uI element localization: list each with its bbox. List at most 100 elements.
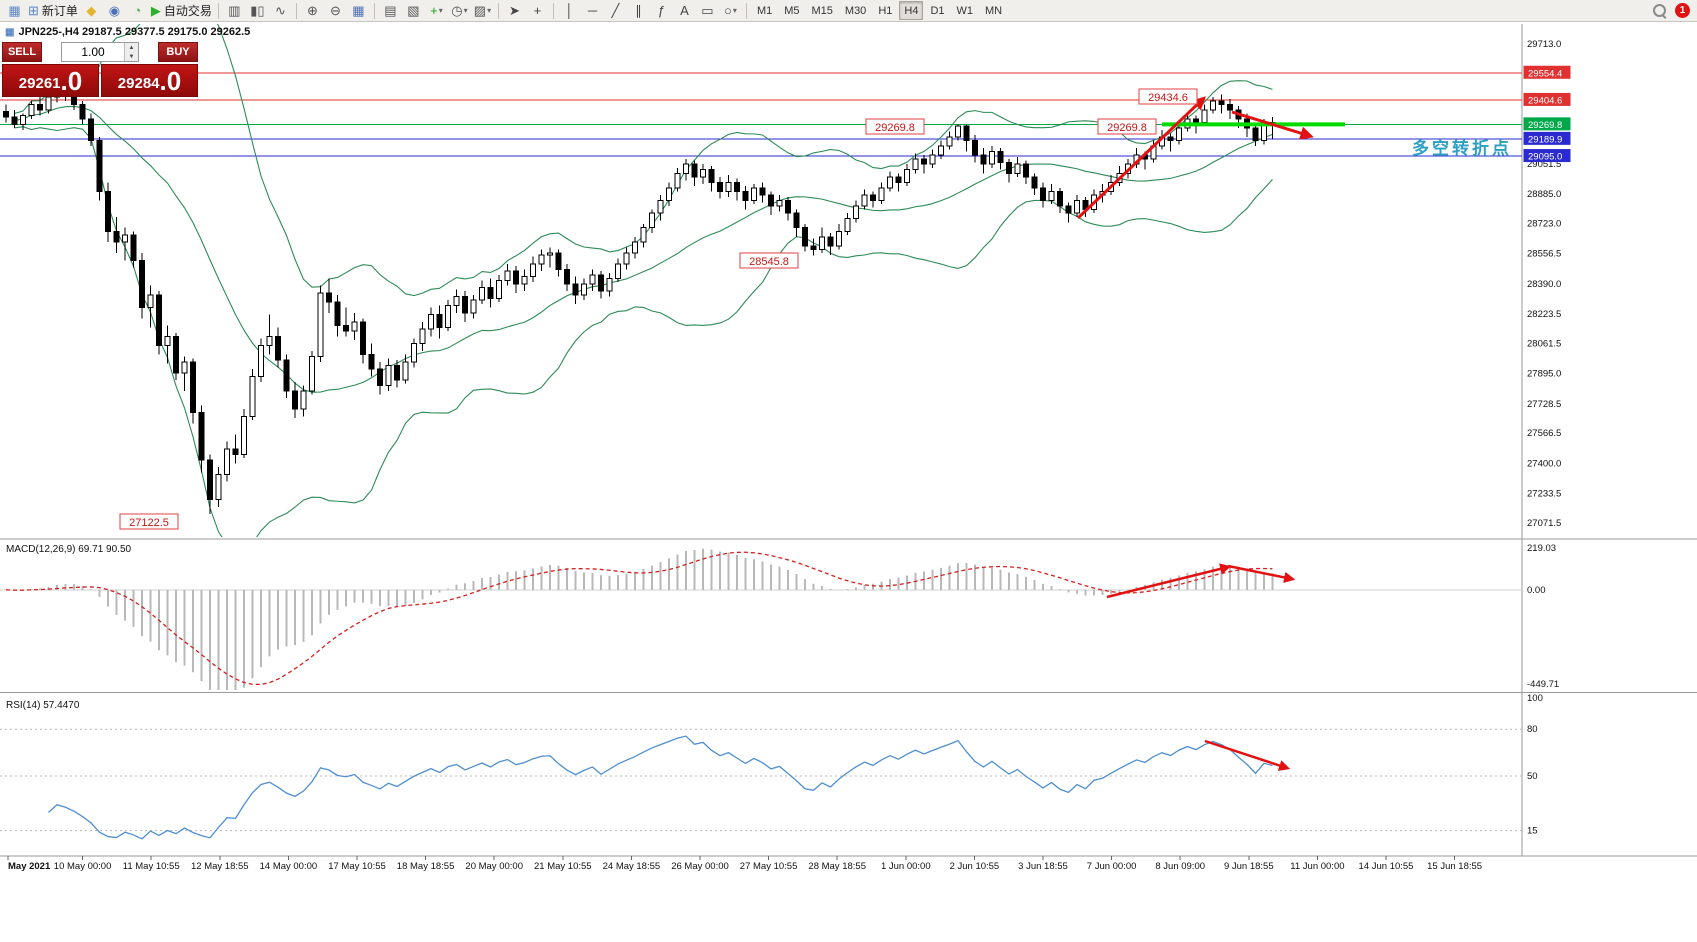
candle [700, 169, 706, 178]
sell-button[interactable]: SELL [2, 42, 42, 62]
templates-icon[interactable]: ▨ ▾ [471, 1, 494, 20]
add-indicator-button[interactable]: + ▾ [425, 1, 448, 20]
zoom-in-icon[interactable]: ⊕ [301, 1, 324, 20]
time-label: 9 Jun 18:55 [1224, 861, 1274, 872]
svg-text:27071.5: 27071.5 [1527, 518, 1561, 529]
bar-chart-icon[interactable]: ▥ [223, 1, 246, 20]
price-axis[interactable]: 29713.0 29051.5 28885.0 28723.0 28556.5 28390… [1523, 39, 1571, 529]
svg-text:28061.5: 28061.5 [1527, 338, 1561, 349]
timeframe-button-m1[interactable]: M1 [756, 4, 773, 17]
main-chart-panel[interactable]: 29434.6 29269.8 29269.8 28545.8 27122.5 多空转折点 [0, 22, 1522, 553]
candle [963, 125, 970, 142]
line-chart-icon[interactable]: ∿ [269, 1, 292, 20]
market-icon[interactable]: ◉ [103, 1, 126, 20]
price-callout-text: 28545.8 [749, 256, 789, 268]
volume-spinner-up[interactable]: ▲ [125, 43, 138, 52]
price-callout-box[interactable] [1097, 118, 1157, 135]
chart-canvas[interactable]: 29434.6 29269.8 29269.8 28545.8 27122.5 多空转折点… [0, 22, 1697, 942]
turning-point-note[interactable]: 多空转折点 [1412, 138, 1512, 158]
horizontal-line-icon[interactable]: ─ [581, 1, 604, 20]
timeframe-button-d1[interactable]: D1 [930, 4, 945, 17]
tile-windows-icon[interactable]: ▦ [347, 1, 370, 20]
symbol-ohlc-text: JPN225-,H4 29187.5 29377.5 29175.0 29262… [18, 26, 251, 38]
macd-panel[interactable] [0, 548, 1522, 695]
text-icon[interactable]: A [673, 1, 696, 20]
shapes-icon[interactable]: ○ ▾ [719, 1, 742, 20]
auto-trading-button[interactable]: ▶ 自动交易 [149, 1, 214, 20]
candlestick-chart-icon[interactable]: ▮▯ [246, 1, 269, 20]
rsi-label: RSI(14) 57.4470 [6, 700, 80, 711]
periodicity-icon-dropdown-icon[interactable]: ▾ [463, 6, 468, 15]
equidistant-channel-icon[interactable]: ∥ [627, 1, 650, 20]
candle [810, 245, 817, 250]
timeframe-button-h1[interactable]: H1 [878, 4, 893, 17]
data-window-icon[interactable]: ▤ [379, 1, 402, 20]
price-callout-box[interactable] [1138, 88, 1198, 105]
price-callout-box[interactable] [865, 118, 925, 135]
timeframe-button-h4[interactable]: H4 [899, 1, 924, 20]
strategy-tester-icon[interactable]: ▧ [402, 1, 425, 20]
rsi-trend-arrow[interactable] [1204, 739, 1291, 771]
timeframe-button-mn[interactable]: MN [985, 4, 1003, 17]
time-label: 27 May 10:55 [740, 861, 798, 872]
rsi-panel[interactable] [0, 728, 1522, 840]
candle [674, 172, 681, 189]
candle [623, 252, 630, 265]
price-callout-box[interactable] [119, 513, 179, 530]
cursor-icon[interactable]: ➤ [503, 1, 526, 20]
timeframe-button-w1[interactable]: W1 [956, 4, 974, 17]
templates-icon-dropdown-icon[interactable]: ▾ [487, 6, 492, 15]
time-label: 8 Jun 09:00 [1155, 861, 1205, 872]
candle [666, 187, 672, 201]
svg-text:29051.5: 29051.5 [1527, 159, 1561, 170]
candle [326, 292, 332, 303]
charts-window-icon[interactable]: ▦ [3, 1, 26, 20]
text-label-icon[interactable]: ▭ [696, 1, 719, 20]
sell-price[interactable]: 29261 .0 [2, 64, 99, 97]
bollinger-lower-band[interactable] [14, 126, 1273, 554]
community-icon[interactable]: ◔ [126, 1, 149, 20]
svg-text:29713.0: 29713.0 [1527, 39, 1561, 50]
trend-arrow[interactable] [1076, 96, 1206, 220]
volume-spinner-down[interactable]: ▼ [125, 52, 138, 61]
candle [1057, 190, 1063, 207]
trend-arrow[interactable] [1231, 110, 1314, 140]
candle [912, 158, 919, 171]
new-order-button[interactable]: ⊞ 新订单 [26, 1, 80, 20]
notifications-badge[interactable]: 1 [1675, 3, 1690, 18]
buy-button[interactable]: BUY [158, 42, 198, 62]
bollinger-upper-band[interactable] [14, 22, 1273, 297]
time-axis[interactable]: May 2021 10 May 00:00 11 May 10:55 12 May 1… [7, 856, 1482, 872]
fibonacci-icon[interactable]: ƒ [650, 1, 673, 20]
candle [496, 279, 502, 299]
add-indicator-button-dropdown-icon[interactable]: ▾ [438, 6, 443, 15]
candle [640, 227, 647, 243]
svg-text:219.03: 219.03 [1527, 543, 1556, 554]
timeframe-button-m5[interactable]: M5 [784, 4, 800, 17]
candle [283, 359, 290, 392]
zoom-out-icon[interactable]: ⊖ [324, 1, 347, 20]
macd-trend-arrow[interactable] [1106, 563, 1232, 599]
search-icon[interactable] [1648, 1, 1671, 20]
buy-price[interactable]: 29284 .0 [101, 64, 198, 97]
price-callout-box[interactable] [739, 252, 799, 269]
toolbar-separator [217, 2, 219, 19]
timeframe-button-m30[interactable]: M30 [844, 4, 867, 17]
macd-trend-arrow[interactable] [1227, 564, 1296, 583]
vertical-line-icon[interactable]: │ [558, 1, 581, 20]
shapes-icon-dropdown-icon[interactable]: ▾ [732, 6, 737, 15]
crosshair-icon: + [533, 3, 542, 18]
crosshair-icon[interactable]: + [526, 1, 549, 20]
candle [88, 118, 94, 142]
svg-text:29095.0: 29095.0 [1528, 152, 1562, 163]
time-label: 18 May 18:55 [397, 861, 455, 872]
candle [836, 230, 842, 247]
periodicity-icon[interactable]: ◷ ▾ [448, 1, 471, 20]
timeframe-button-m15[interactable]: M15 [811, 4, 833, 17]
trendline-icon[interactable]: ╱ [604, 1, 627, 20]
volume-input[interactable] [62, 43, 124, 61]
toolbar-separator [497, 2, 499, 19]
bollinger-middle-band[interactable] [14, 105, 1273, 393]
time-label: 3 Jun 18:55 [1018, 861, 1068, 872]
metaeditor-icon[interactable]: ◆ [80, 1, 103, 20]
